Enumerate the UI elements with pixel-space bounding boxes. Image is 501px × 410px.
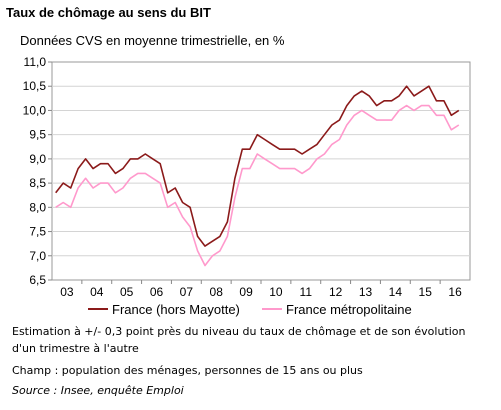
y-tick-label: 9,5 xyxy=(29,128,46,142)
y-tick-label: 11,0 xyxy=(24,55,47,69)
y-tick-label: 7,0 xyxy=(29,249,46,263)
x-tick-label: 12 xyxy=(329,285,343,299)
y-tick-label: 8,0 xyxy=(29,200,46,214)
unemployment-line-chart: 6,5 7,0 7,5 8,0 8,5 9,0 9,5 10,0 10,5 11,0 03 04 05 0… xyxy=(23,55,471,317)
y-tick-label: 6,5 xyxy=(29,273,46,287)
y-tick-label: 8,5 xyxy=(29,176,46,190)
x-tick-label: 03 xyxy=(60,285,74,299)
series-line xyxy=(55,104,460,267)
chart-title: Taux de chômage au sens du BIT xyxy=(6,5,211,20)
x-tick-label: 15 xyxy=(419,285,433,299)
source-note: Source : Insee, enquête Emploi xyxy=(12,384,184,397)
x-tick-label: 13 xyxy=(359,285,373,299)
scope-note: Champ : population des ménages, personne… xyxy=(12,364,363,377)
chart-subtitle: Données CVS en moyenne trimestrielle, en… xyxy=(20,33,285,48)
series-line xyxy=(55,85,460,247)
y-tick-label: 9,0 xyxy=(29,152,46,166)
x-tick-label: 08 xyxy=(210,285,224,299)
y-tick-label: 7,5 xyxy=(29,225,46,239)
x-tick-label: 06 xyxy=(150,285,164,299)
x-tick-label: 11 xyxy=(300,285,313,299)
x-tick-label: 09 xyxy=(239,285,253,299)
x-tick-label: 05 xyxy=(120,285,134,299)
legend-label: France (hors Mayotte) xyxy=(112,302,240,317)
y-tick-label: 10,5 xyxy=(23,79,47,93)
estimation-note: Estimation à +/- 0,3 point près du nivea… xyxy=(12,325,466,355)
x-tick-label: 07 xyxy=(180,285,194,299)
y-tick-label: 10,0 xyxy=(23,103,47,117)
x-tick-label: 04 xyxy=(90,285,104,299)
x-tick-label: 16 xyxy=(448,285,462,299)
legend-label: France métropolitaine xyxy=(286,302,412,317)
x-tick-label: 10 xyxy=(269,285,283,299)
plot-area xyxy=(51,61,471,281)
x-tick-label: 14 xyxy=(389,285,403,299)
